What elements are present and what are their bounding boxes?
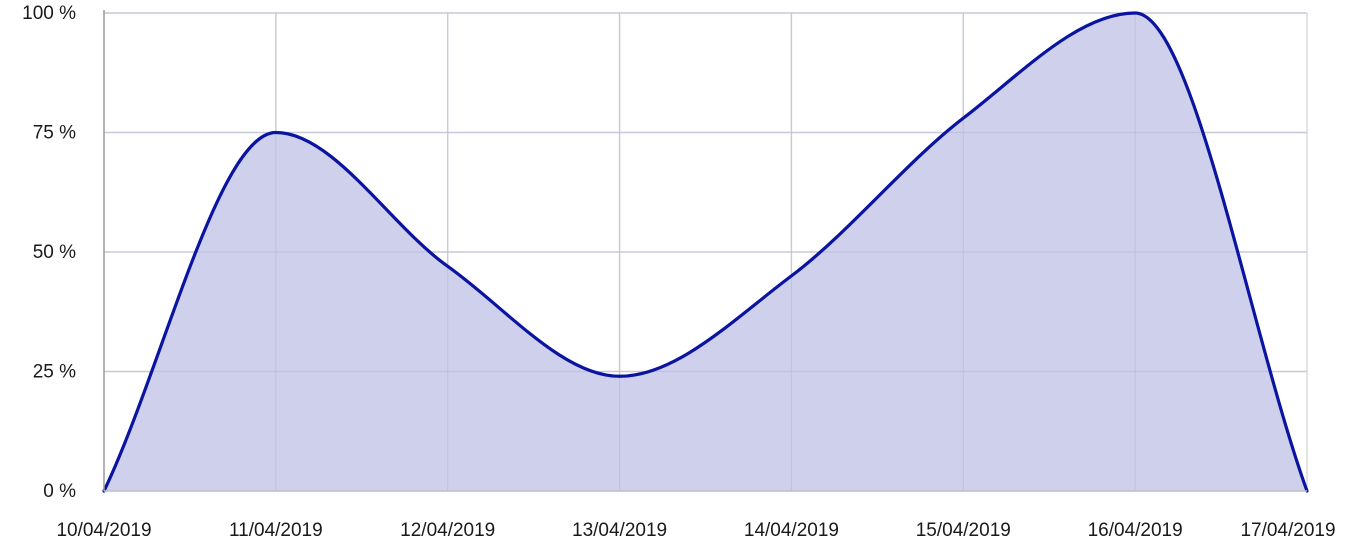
- y-tick-label: 50 %: [33, 242, 76, 263]
- y-tick-label: 0 %: [43, 481, 76, 502]
- x-tick-label: 15/04/2019: [916, 520, 1011, 541]
- x-tick-label: 14/04/2019: [744, 520, 839, 541]
- axes: [103, 10, 1307, 492]
- x-tick-label: 10/04/2019: [56, 520, 151, 541]
- y-tick-label: 100 %: [22, 3, 76, 24]
- x-axis-tick-labels: 10/04/2019 11/04/2019 12/04/2019 13/04/2019…: [56, 520, 1335, 541]
- y-tick-label: 25 %: [33, 362, 76, 383]
- x-tick-label: 17/04/2019: [1240, 520, 1335, 541]
- x-tick-label: 16/04/2019: [1088, 520, 1183, 541]
- x-tick-label: 12/04/2019: [400, 520, 495, 541]
- x-tick-label: 11/04/2019: [229, 520, 323, 541]
- series-line: [102, 11, 1309, 493]
- x-tick-label: 13/04/2019: [572, 520, 667, 541]
- series-area-group: [102, 11, 1309, 493]
- y-axis-tick-labels: 0 % 25 % 50 % 75 % 100 %: [22, 3, 76, 502]
- y-tick-label: 75 %: [33, 123, 76, 144]
